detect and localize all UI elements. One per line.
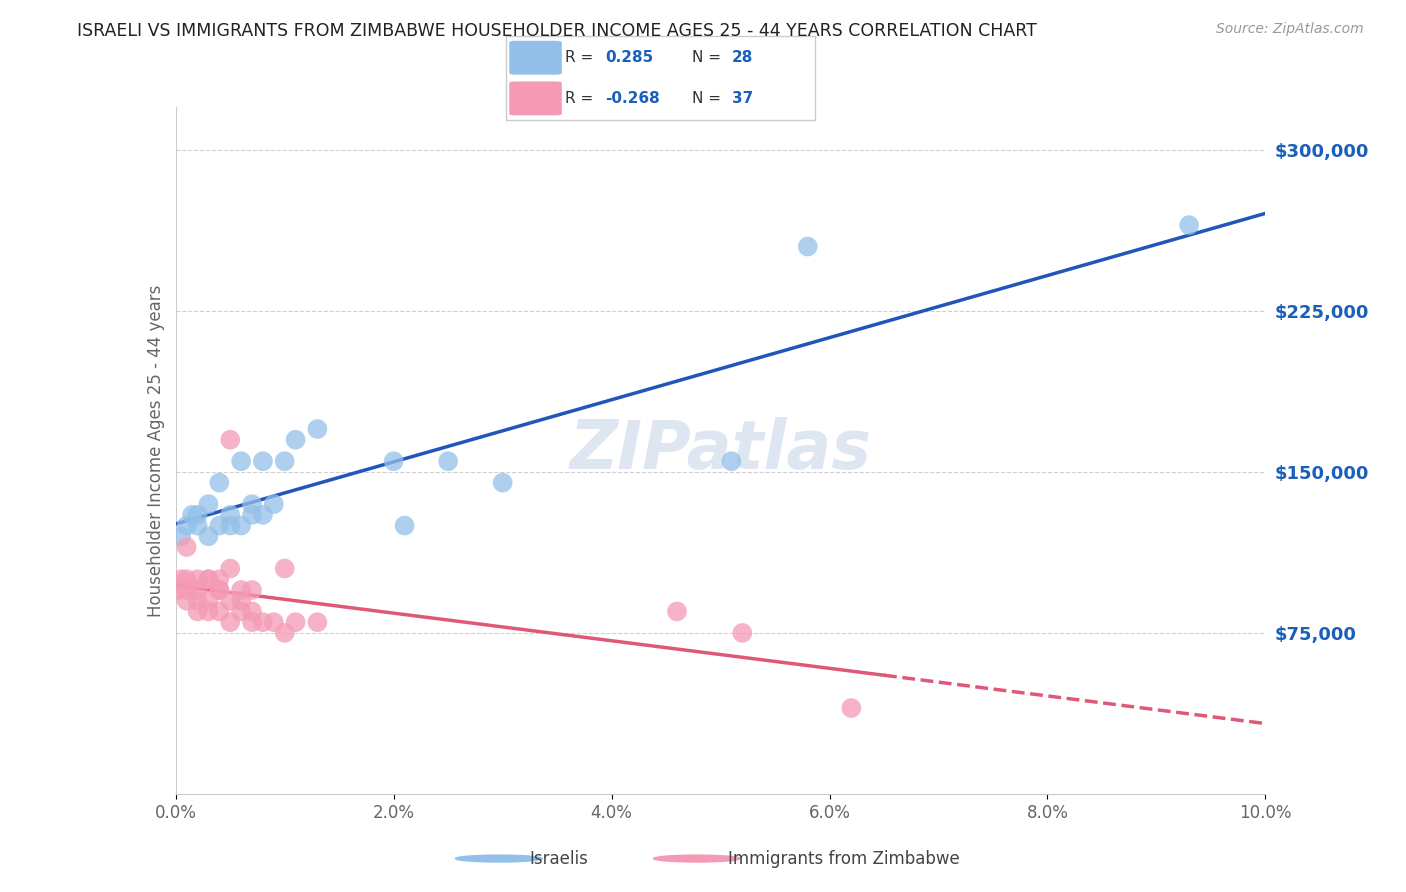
Point — [231, 593, 253, 607]
Point — [219, 508, 242, 522]
Point — [252, 508, 274, 522]
Point — [170, 529, 193, 543]
Point — [208, 518, 231, 533]
Text: -0.268: -0.268 — [605, 91, 659, 106]
Point — [231, 454, 253, 468]
Point — [208, 475, 231, 490]
Point — [240, 582, 263, 597]
Point — [720, 454, 742, 468]
Point — [274, 626, 297, 640]
Circle shape — [654, 855, 740, 862]
Point — [240, 497, 263, 511]
Text: N =: N = — [692, 91, 721, 106]
Point — [186, 518, 209, 533]
Circle shape — [456, 855, 543, 862]
Point — [231, 582, 253, 597]
Text: 28: 28 — [733, 50, 754, 65]
Point — [208, 572, 231, 586]
Text: ZIPatlas: ZIPatlas — [569, 417, 872, 483]
Point — [176, 518, 198, 533]
Point — [186, 593, 209, 607]
Point — [219, 593, 242, 607]
Point — [208, 604, 231, 618]
Point — [208, 582, 231, 597]
Text: Immigrants from Zimbabwe: Immigrants from Zimbabwe — [728, 849, 959, 868]
Point — [382, 454, 405, 468]
Point — [170, 572, 193, 586]
Point — [197, 593, 219, 607]
Text: ISRAELI VS IMMIGRANTS FROM ZIMBABWE HOUSEHOLDER INCOME AGES 25 - 44 YEARS CORREL: ISRAELI VS IMMIGRANTS FROM ZIMBABWE HOUS… — [77, 22, 1038, 40]
Point — [208, 582, 231, 597]
Point — [240, 604, 263, 618]
Point — [437, 454, 460, 468]
Point — [394, 518, 416, 533]
Text: Source: ZipAtlas.com: Source: ZipAtlas.com — [1216, 22, 1364, 37]
Text: 37: 37 — [733, 91, 754, 106]
Text: R =: R = — [565, 91, 593, 106]
Point — [240, 508, 263, 522]
Point — [181, 508, 204, 522]
Point — [167, 582, 190, 597]
Point — [197, 572, 219, 586]
Point — [197, 497, 219, 511]
Point — [186, 604, 209, 618]
Point — [797, 239, 820, 253]
Text: 0.285: 0.285 — [605, 50, 654, 65]
Point — [219, 433, 242, 447]
Point — [274, 561, 297, 575]
Point — [231, 518, 253, 533]
Point — [240, 615, 263, 630]
FancyBboxPatch shape — [509, 41, 562, 75]
Text: R =: R = — [565, 50, 593, 65]
Point — [284, 433, 307, 447]
Point — [284, 615, 307, 630]
Point — [176, 540, 198, 554]
Point — [219, 518, 242, 533]
Y-axis label: Householder Income Ages 25 - 44 years: Householder Income Ages 25 - 44 years — [146, 285, 165, 616]
Point — [176, 593, 198, 607]
Point — [197, 572, 219, 586]
Point — [186, 508, 209, 522]
Point — [274, 454, 297, 468]
Point — [186, 572, 209, 586]
Point — [176, 572, 198, 586]
Point — [666, 604, 689, 618]
Point — [176, 582, 198, 597]
Point — [252, 454, 274, 468]
Text: N =: N = — [692, 50, 721, 65]
Point — [263, 497, 285, 511]
FancyBboxPatch shape — [509, 81, 562, 115]
Point — [219, 561, 242, 575]
Point — [252, 615, 274, 630]
Text: Israelis: Israelis — [530, 849, 589, 868]
Point — [197, 529, 219, 543]
Point — [307, 615, 329, 630]
Point — [307, 422, 329, 436]
Point — [186, 582, 209, 597]
Point — [1178, 218, 1201, 232]
Point — [219, 615, 242, 630]
Point — [231, 604, 253, 618]
Point — [492, 475, 515, 490]
Point — [731, 626, 754, 640]
Point — [841, 701, 863, 715]
Point — [197, 604, 219, 618]
Point — [263, 615, 285, 630]
